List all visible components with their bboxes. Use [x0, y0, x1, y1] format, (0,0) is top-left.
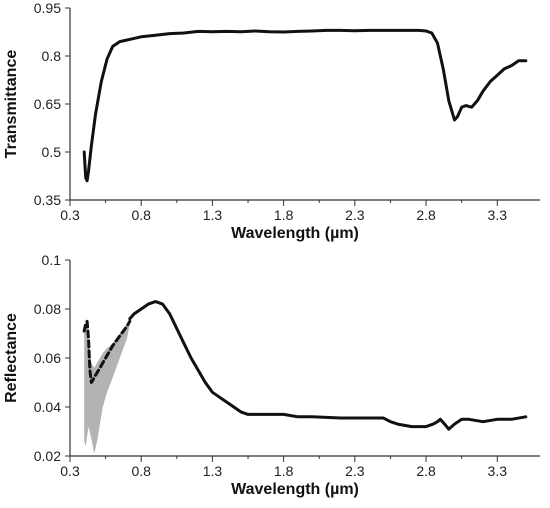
transmittance-x-axis-title: Wavelength (µm): [231, 225, 359, 242]
reflectance-x-tick-label: 0.3: [60, 463, 80, 479]
transmittance-y-axis-title: Transmittance: [3, 50, 20, 159]
transmittance-series-line-solid: [82, 28, 528, 183]
reflectance-uncertainty-band: [84, 318, 130, 454]
reflectance-panel: 0.3 0.8 1.3 1.8 2.3 2.8 3.3 0.02 0.04 0.06 0.08 0.1…: [3, 252, 540, 498]
transmittance-x-tick-label: 1.3: [203, 207, 223, 223]
transmittance-x-tick-label: 0.3: [60, 207, 80, 223]
reflectance-y-tick-label: 0.02: [34, 448, 61, 464]
transmittance-x-tick-label: 2.3: [345, 207, 365, 223]
transmittance-x-tick-label: 1.8: [274, 207, 294, 223]
reflectance-x-tick-label: 2.8: [416, 463, 436, 479]
transmittance-y-tick-label: 0.95: [34, 0, 61, 16]
transmittance-panel: 0.3 0.8 1.3 1.8 2.3 2.8 3.3 0.35 0.5 0.65 0.8 0.95 W…: [3, 0, 540, 242]
reflectance-series-line-dashed: [82, 319, 132, 384]
reflectance-y-tick-label: 0.04: [34, 399, 61, 415]
reflectance-y-tick-label: 0.08: [34, 301, 61, 317]
transmittance-y-tick-label: 0.8: [42, 48, 62, 64]
reflectance-x-tick-label: 1.8: [274, 463, 294, 479]
transmittance-y-tick-label: 0.5: [42, 144, 62, 160]
reflectance-y-axis-title: Reflectance: [3, 313, 20, 403]
transmittance-x-tick-label: 3.3: [488, 207, 508, 223]
transmittance-y-tick-label: 0.35: [34, 192, 61, 208]
reflectance-x-tick-label: 2.3: [345, 463, 365, 479]
transmittance-x-tick-label: 0.8: [131, 207, 151, 223]
reflectance-series-line-solid: [128, 300, 528, 431]
reflectance-x-tick-label: 3.3: [488, 463, 508, 479]
reflectance-x-tick-label: 1.3: [203, 463, 223, 479]
reflectance-y-tick-label: 0.1: [42, 252, 62, 268]
reflectance-x-tick-label: 0.8: [131, 463, 151, 479]
transmittance-y-tick-label: 0.65: [34, 96, 61, 112]
transmittance-x-tick-label: 2.8: [416, 207, 436, 223]
reflectance-y-tick-label: 0.06: [34, 350, 61, 366]
reflectance-x-axis-title: Wavelength (µm): [231, 481, 359, 498]
